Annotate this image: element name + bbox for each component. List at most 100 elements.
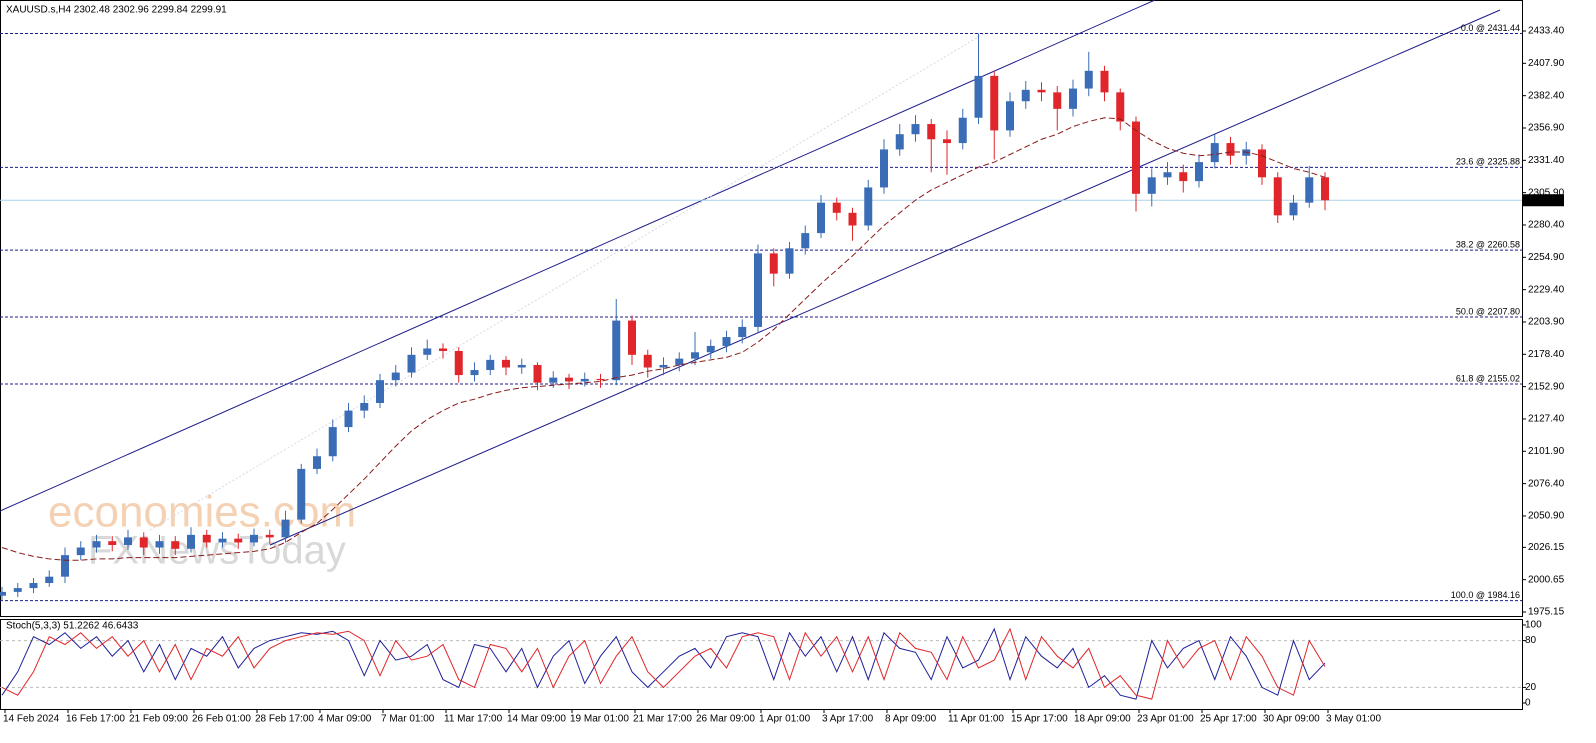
main-frame — [0, 0, 1523, 617]
candle-body — [13, 588, 22, 592]
x-tick-label: 25 Apr 17:00 — [1200, 714, 1257, 725]
channel-line — [0, 0, 1156, 512]
candle-body — [297, 468, 306, 520]
candle-body — [234, 538, 243, 543]
x-tick-label: 3 May 01:00 — [1326, 714, 1381, 725]
candle-body — [344, 410, 353, 428]
x-tick-label: 19 Mar 01:00 — [570, 714, 629, 725]
candle-body — [643, 354, 652, 368]
candle-body — [502, 359, 510, 368]
candle-body — [1053, 92, 1062, 109]
candle-body — [612, 320, 621, 381]
y-tick-label: 2382.40 — [1528, 90, 1565, 101]
current-price-box — [1522, 194, 1564, 207]
candle-body — [864, 187, 873, 226]
candle-body — [407, 354, 416, 373]
x-tick-label: 18 Apr 09:00 — [1074, 714, 1131, 725]
candle-body — [1021, 89, 1030, 102]
stoch-line — [1, 627, 1326, 700]
candle-body — [533, 364, 542, 383]
candle-body — [754, 253, 762, 327]
candle-body — [202, 534, 211, 543]
candle-body — [486, 359, 495, 371]
y-tick-label: 2127.40 — [1528, 414, 1565, 425]
candle-body — [281, 519, 290, 538]
fib-label: 38.2 @ 2260.58 — [1456, 239, 1520, 249]
candle-body — [360, 402, 369, 411]
x-tick-label: 16 Feb 17:00 — [66, 714, 125, 725]
y-tick-label: 100 — [1525, 620, 1542, 631]
candle-body — [29, 583, 38, 589]
candle-body — [990, 75, 999, 131]
trend-line — [149, 32, 986, 531]
x-tick-label: 23 Apr 01:00 — [1137, 714, 1194, 725]
candle-body — [549, 377, 558, 383]
fib-label: 0.0 @ 2431.44 — [1461, 23, 1520, 33]
candle-body — [706, 345, 715, 353]
candle-body — [1289, 202, 1298, 216]
y-tick-label: 2229.40 — [1528, 284, 1565, 295]
y-tick-label: 2203.90 — [1528, 317, 1565, 328]
stoch-title: Stoch(5,3,3) 51.2262 46.6433 — [6, 621, 139, 632]
x-tick-label: 3 Apr 17:00 — [822, 714, 874, 725]
candle-body — [1321, 177, 1329, 201]
candle-body — [943, 139, 951, 144]
candle-body — [895, 134, 904, 150]
candle-body — [0, 591, 6, 596]
candle-body — [265, 534, 274, 538]
fib-label: 100.0 @ 1984.16 — [1451, 590, 1520, 600]
candle-body — [596, 378, 605, 381]
y-tick-label: 2152.90 — [1528, 381, 1565, 392]
candle-body — [1305, 177, 1314, 203]
candle-body — [1273, 177, 1282, 216]
fib-label: 23.6 @ 2325.88 — [1456, 157, 1520, 167]
candle-body — [250, 534, 258, 543]
candle-body — [958, 117, 967, 144]
candle-body — [1147, 177, 1156, 194]
candle-body — [1210, 143, 1219, 163]
candle-body — [1084, 70, 1093, 89]
y-tick-label: 0 — [1525, 698, 1531, 709]
x-tick-label: 14 Mar 09:00 — [507, 714, 566, 725]
candle-body — [1069, 88, 1077, 109]
x-tick-label: 26 Feb 01:00 — [192, 714, 251, 725]
x-tick-label: 21 Mar 17:00 — [633, 714, 692, 725]
candle-body — [1100, 70, 1109, 93]
candle-body — [1195, 162, 1203, 182]
candle-body — [722, 337, 731, 346]
x-tick-label: 11 Mar 17:00 — [444, 714, 503, 725]
y-tick-label: 2101.90 — [1528, 446, 1565, 457]
candle-body — [454, 351, 463, 376]
candle-body — [391, 372, 400, 381]
candle-body — [691, 352, 699, 359]
candle-body — [470, 370, 479, 376]
candle-body — [1006, 101, 1014, 131]
candle-body — [313, 456, 321, 469]
candle-body — [1132, 121, 1140, 194]
y-tick-label: 2356.90 — [1528, 123, 1565, 134]
stoch-panel: Stoch(5,3,3) 51.2262 46.6433 0 20 80 100 — [0, 620, 1542, 709]
candle-body — [628, 320, 636, 355]
candle-body — [61, 555, 69, 577]
y-tick-label: 2280.40 — [1528, 220, 1565, 231]
candle-body — [1179, 172, 1188, 182]
x-tick-label: 11 Apr 01:00 — [948, 714, 1004, 725]
candle-body — [974, 75, 983, 118]
candle-body — [376, 380, 384, 403]
x-tick-label: 21 Feb 09:00 — [129, 714, 188, 725]
candle-body — [832, 202, 841, 213]
fib-label: 50.0 @ 2207.80 — [1456, 306, 1520, 316]
x-tick-label: 30 Apr 09:00 — [1263, 714, 1320, 725]
y-tick-label: 2076.40 — [1528, 478, 1565, 489]
candle-body — [801, 233, 810, 249]
candle-body — [139, 537, 148, 548]
header: XAUUSD.s,H4 2302.48 2302.96 2299.84 2299… — [6, 5, 227, 16]
candle-body — [848, 212, 857, 226]
current-price-label: 2299.91 — [1526, 195, 1563, 206]
x-tick-label: 26 Mar 09:00 — [696, 714, 755, 725]
candle-body — [911, 124, 920, 135]
candle-body — [328, 427, 337, 457]
candle-body — [880, 149, 888, 188]
y-tick-label: 2254.90 — [1528, 252, 1565, 263]
